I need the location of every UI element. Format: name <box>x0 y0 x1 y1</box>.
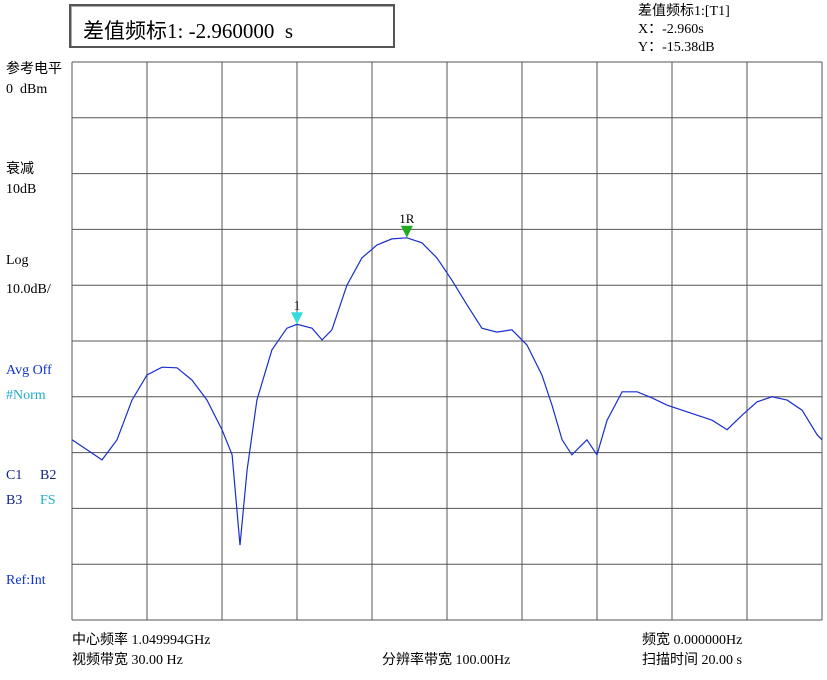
marker-title: 差值频标1:[T1] <box>638 4 730 19</box>
fs: FS <box>40 493 56 508</box>
marker-label: 1R <box>399 211 415 226</box>
scale-type: Log <box>6 253 29 268</box>
avg: Avg Off <box>6 363 52 378</box>
trace <box>71 237 823 546</box>
norm: #Norm <box>6 388 46 403</box>
ref-level-label: 参考电平 <box>6 62 62 77</box>
trace-plot: 1R 1 <box>71 61 823 621</box>
atten: 10dB <box>6 182 37 197</box>
c1: C1 <box>6 468 23 483</box>
rbw: 分辨率带宽 100.00Hz <box>382 653 511 668</box>
marker-readout-box: 差值频标1: -2.960000 s <box>69 4 395 48</box>
marker-readout: 差值频标1: -2.960000 s <box>83 19 293 43</box>
ref-level: 0 dBm <box>6 82 48 97</box>
b3: B3 <box>6 493 23 508</box>
scale-div: 10.0dB/ <box>6 282 51 297</box>
marker-x: X：-2.960s <box>638 22 704 37</box>
sweep-time: 扫描时间 20.00 s <box>642 653 742 668</box>
marker <box>291 312 303 325</box>
vbw: 视频带宽 30.00 Hz <box>72 653 183 668</box>
b2: B2 <box>40 468 57 483</box>
marker-y: Y：-15.38dB <box>638 40 715 55</box>
span: 频宽 0.000000Hz <box>642 633 743 648</box>
ref-int: Ref:Int <box>6 573 46 588</box>
atten-label: 衰减 <box>6 162 34 177</box>
marker-label: 1 <box>294 297 301 312</box>
marker <box>400 225 413 238</box>
center-freq: 中心频率 1.049994GHz <box>72 633 211 648</box>
